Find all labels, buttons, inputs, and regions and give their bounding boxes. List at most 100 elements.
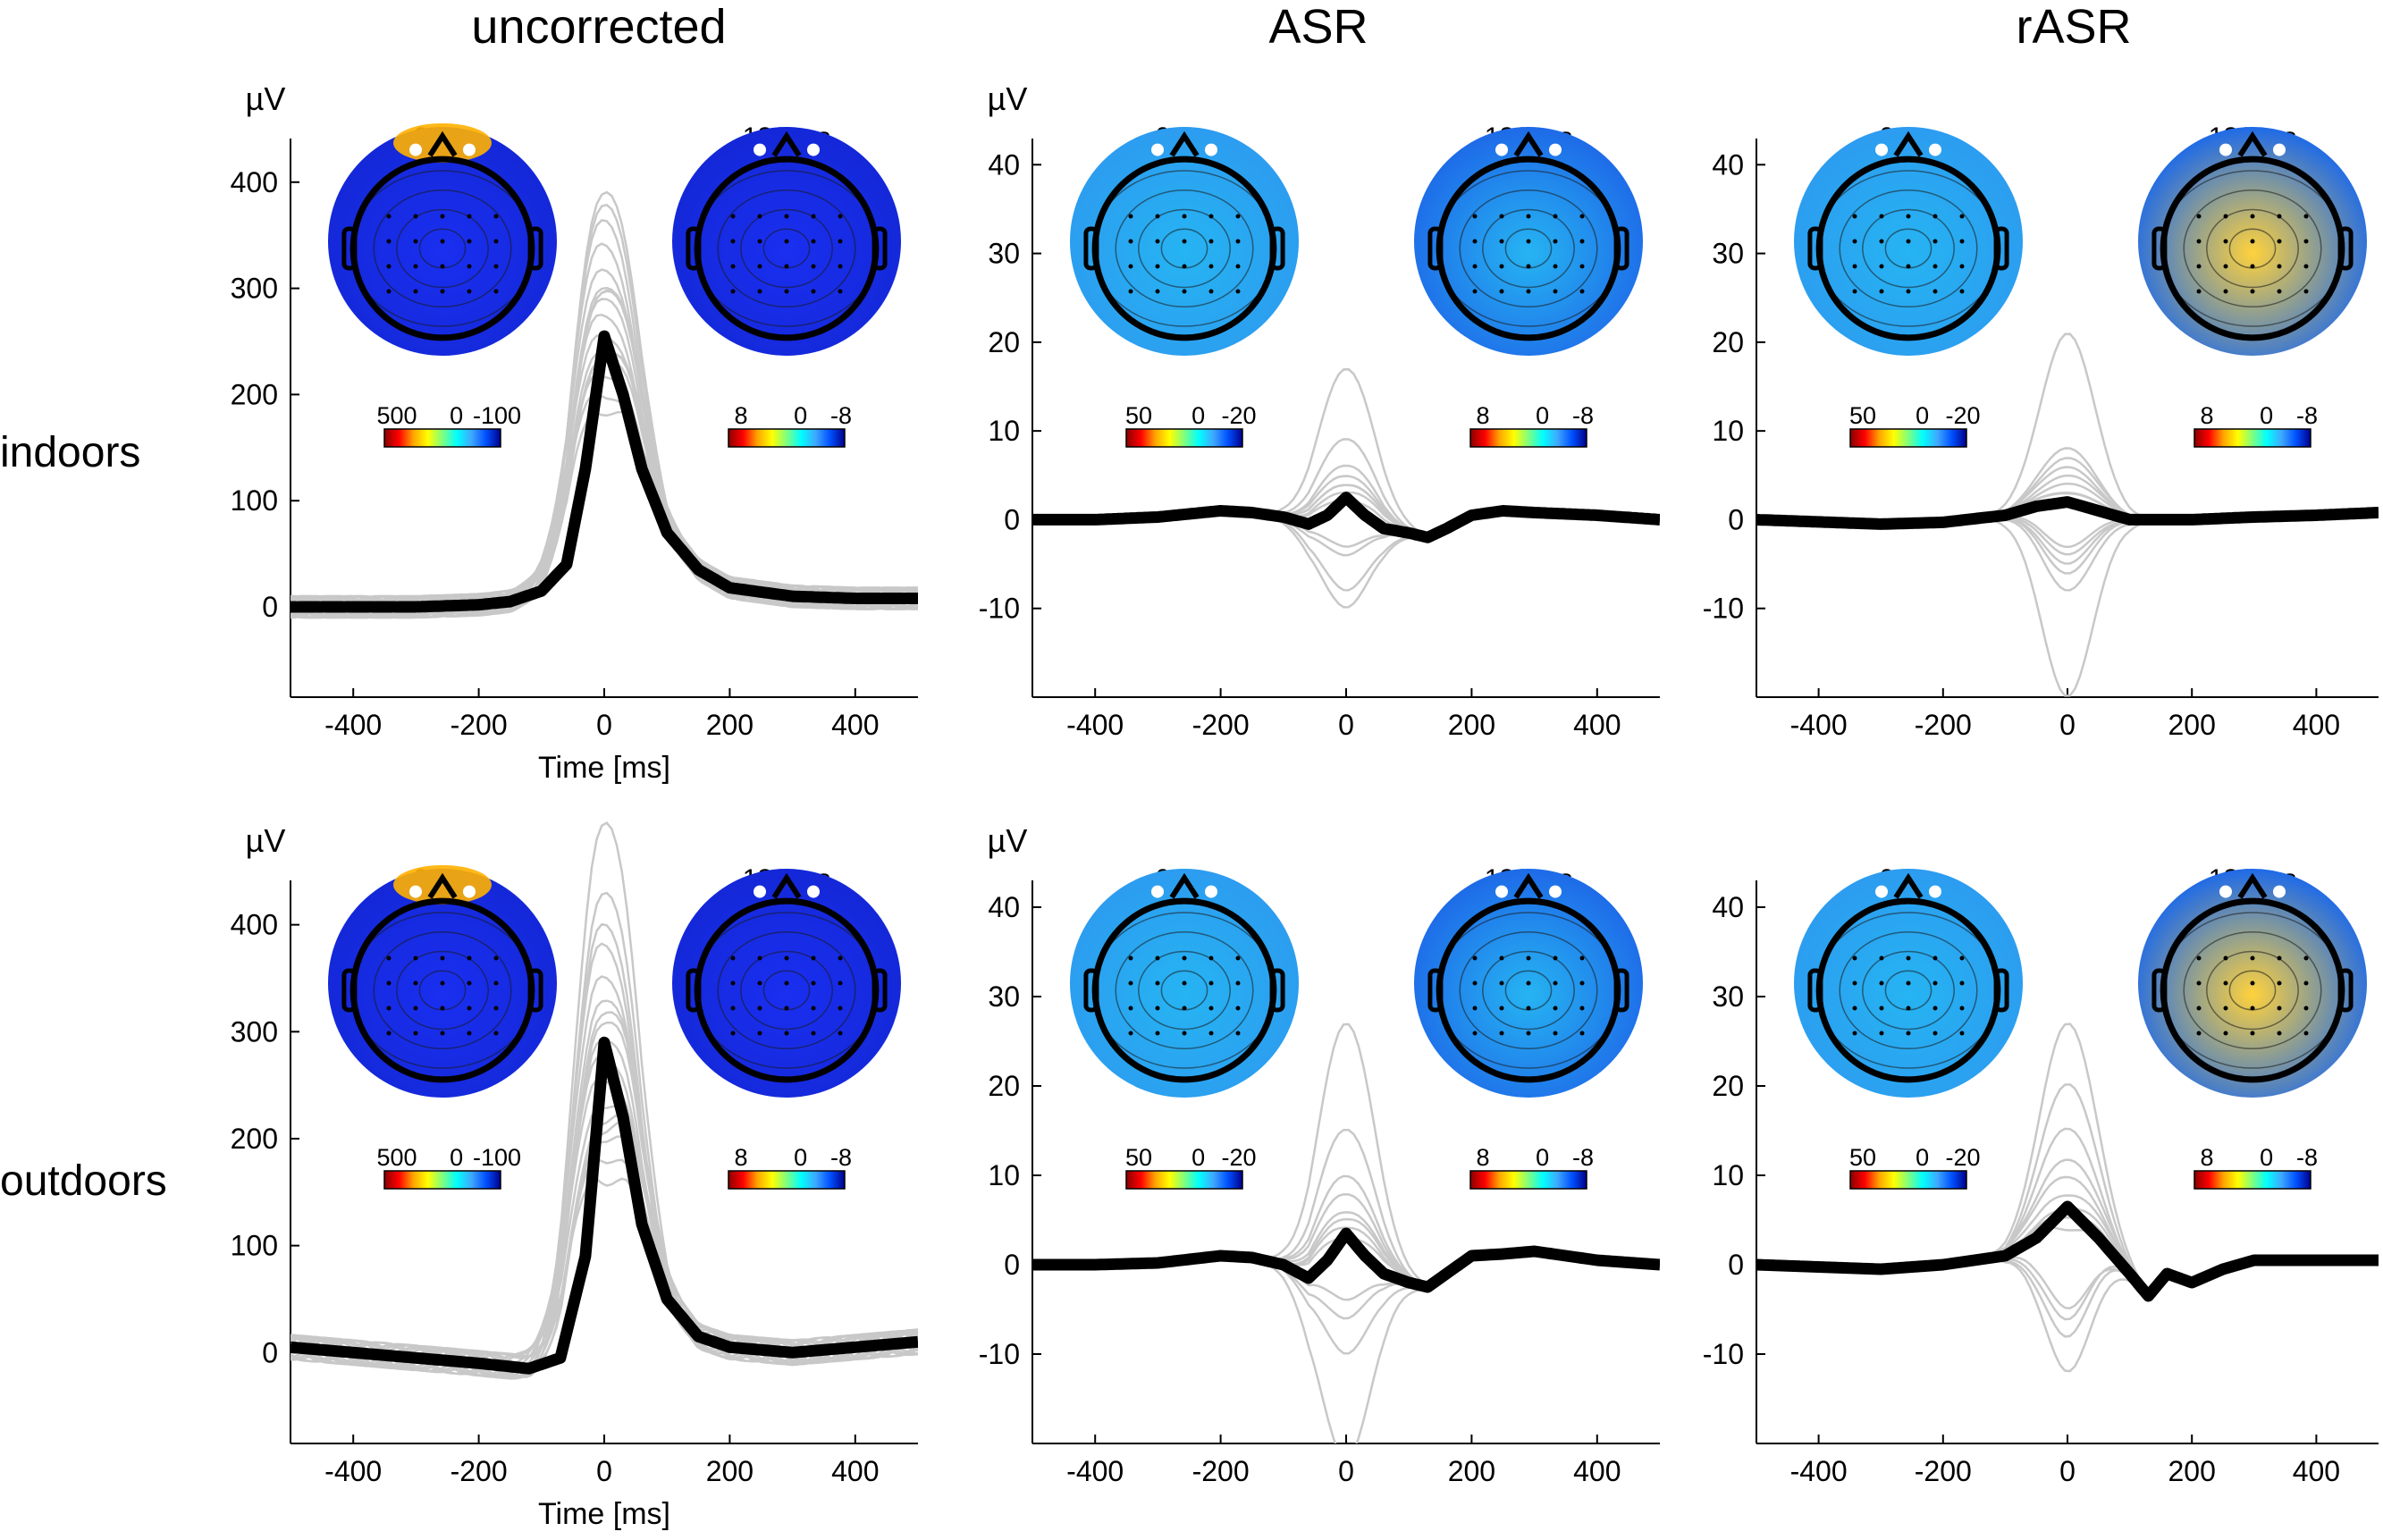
colorbar-tick-label: 0 — [1192, 402, 1205, 429]
x-tick-label: 0 — [1338, 1455, 1354, 1487]
plot-area — [1756, 332, 2379, 697]
electrode-dot — [1155, 264, 1160, 269]
mean-line — [1756, 496, 2379, 530]
electrode-dot — [1906, 239, 1911, 244]
left-ear-shape — [1807, 226, 1823, 271]
electrode-dot — [1208, 980, 1214, 986]
electrode-dot — [730, 955, 736, 961]
electrode-dot — [2303, 1006, 2309, 1011]
channel-line — [1032, 1211, 1660, 1286]
electrode-dot — [811, 264, 816, 269]
y-tick-label: 0 — [1728, 503, 1744, 535]
electrode-dot — [2303, 289, 2309, 294]
nose-shape — [1513, 872, 1544, 899]
contour-line — [740, 208, 833, 289]
eye-electrode-marker — [1151, 885, 1164, 898]
channel-line — [291, 410, 918, 619]
electrode-dot — [1155, 1031, 1160, 1036]
electrode-dot — [1526, 289, 1531, 294]
electrode-dot — [2277, 955, 2282, 961]
electrode-dot — [1155, 980, 1160, 986]
colorbar-tick-label: -8 — [1572, 402, 1594, 429]
y-tick-label: 0 — [262, 591, 278, 623]
right-ear-shape — [1269, 968, 1285, 1013]
electrode-dot — [1579, 264, 1585, 269]
electrode-dot — [1128, 239, 1133, 244]
electrode-dot — [2223, 955, 2228, 961]
electrode-dot — [2250, 1006, 2255, 1011]
electrode-dot — [2277, 264, 2282, 269]
electrode-dot — [1155, 289, 1160, 294]
colorbar-tick-label: 0 — [1192, 1144, 1205, 1171]
colorbar-tick-label: -20 — [1221, 1144, 1256, 1171]
electrode-dot — [784, 955, 789, 961]
electrode-dot — [1499, 264, 1504, 269]
electrode-dot — [1933, 239, 1938, 244]
electrode-dot — [1235, 239, 1241, 244]
electrode-dot — [784, 1006, 789, 1011]
electrode-dot — [386, 214, 392, 219]
colorbar-tick-label: 0 — [2260, 402, 2273, 429]
channel-line — [291, 360, 918, 619]
electrode-dot — [811, 980, 816, 986]
electrode-dot — [1906, 214, 1911, 219]
electrode-dot — [1553, 264, 1558, 269]
electrode-dot — [1906, 1006, 1911, 1011]
x-tick-label: 200 — [1448, 709, 1495, 741]
eye-electrode-marker — [2219, 885, 2232, 898]
channel-line — [291, 353, 918, 619]
x-tick-label: 400 — [1573, 709, 1621, 741]
colorbar-tick-label: -20 — [1945, 1144, 1980, 1171]
electrode-dot — [1128, 1006, 1133, 1011]
colorbar-tick-label: -8 — [830, 402, 852, 429]
electrode-dot — [1208, 214, 1214, 219]
y-tick-label: 40 — [1712, 891, 1744, 923]
electrode-dot — [1879, 264, 1884, 269]
electrode-dot — [757, 1031, 762, 1036]
y-tick-label: 100 — [231, 484, 278, 517]
electrode-dot — [1526, 980, 1531, 986]
colorbar-tick-label: 0 — [2260, 1144, 2273, 1171]
y-tick-label: 40 — [1712, 148, 1744, 181]
plot-area — [291, 820, 918, 1380]
electrode-dot — [493, 955, 499, 961]
nose-shape — [771, 130, 802, 157]
plot-area — [1756, 1022, 2379, 1373]
electrode-dot — [811, 289, 816, 294]
electrode-dot — [1579, 214, 1585, 219]
y-tick-label: 0 — [1004, 1249, 1020, 1281]
electrode-dot — [440, 289, 445, 294]
column-title-uncorrected: uncorrected — [471, 0, 727, 54]
y-tick-label: -10 — [1703, 593, 1744, 625]
electrode-dot — [440, 239, 445, 244]
electrode-dot — [838, 264, 843, 269]
electrode-dot — [1499, 239, 1504, 244]
contour-line — [1459, 930, 1598, 1050]
electrode-dot — [440, 264, 445, 269]
electrode-dot — [1526, 214, 1531, 219]
electrode-dot — [757, 1006, 762, 1011]
x-tick-label: 200 — [2168, 709, 2216, 741]
colorbar — [728, 428, 846, 448]
contour-line — [717, 930, 856, 1050]
y-tick-label: -10 — [1703, 1338, 1744, 1370]
electrode-dot — [784, 289, 789, 294]
panel-indoors-uncorrected: -400 -200 0 200 400 0 100 200 300 400 µV Time [ms] 0… — [231, 80, 918, 785]
contour-line — [717, 189, 856, 308]
colorbar-tick-label: -8 — [1572, 1144, 1594, 1171]
nose-shape — [771, 872, 802, 899]
x-tick-label: 200 — [2168, 1455, 2216, 1487]
colorbar-tick-label: 8 — [1476, 402, 1489, 429]
electrode-dot — [1235, 980, 1241, 986]
eye-electrode-marker — [807, 885, 820, 898]
y-tick-label: 30 — [988, 980, 1020, 1013]
channel-line — [1756, 510, 2379, 697]
eye-electrode-marker — [463, 885, 476, 898]
electrode-dot — [1208, 1031, 1214, 1036]
x-tick-label: 0 — [2059, 709, 2076, 741]
left-ear-shape — [1427, 226, 1444, 271]
nose-shape — [427, 130, 458, 157]
colorbar-tick-label: 50 — [1849, 402, 1876, 429]
electrode-dot — [1879, 239, 1884, 244]
electrode-dot — [2196, 1006, 2202, 1011]
